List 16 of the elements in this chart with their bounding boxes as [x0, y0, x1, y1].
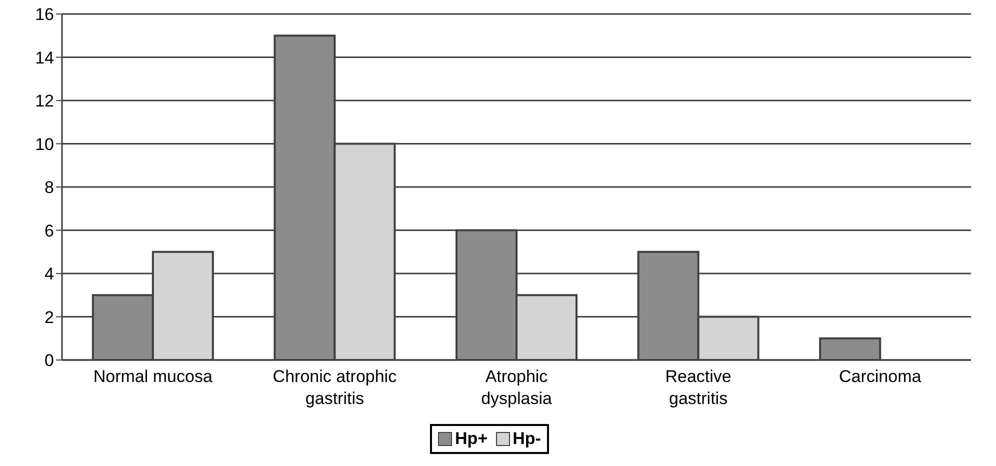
y-tick-label: 8	[44, 178, 54, 198]
y-tick-label: 10	[35, 134, 54, 154]
y-tick-label: 6	[44, 221, 54, 240]
legend-label: Hp+	[454, 429, 488, 449]
y-tick-label: 2	[44, 308, 54, 327]
y-tick-label: 12	[35, 92, 54, 111]
legend-label: Hp-	[512, 429, 541, 449]
y-tick-label: 0	[44, 351, 54, 370]
x-tick-label: Atrophic dysplasia	[481, 367, 552, 408]
x-tick-label: Reactive gastritis	[665, 367, 732, 408]
y-tick-label: 16	[35, 5, 54, 24]
x-tick-label: Carcinoma	[839, 367, 922, 386]
x-tick-label: Chronic atrophic gastritis	[272, 367, 398, 408]
x-tick-label: Normal mucosa	[93, 367, 213, 386]
y-tick-label: 14	[35, 48, 54, 68]
y-tick-label: 4	[44, 264, 54, 284]
